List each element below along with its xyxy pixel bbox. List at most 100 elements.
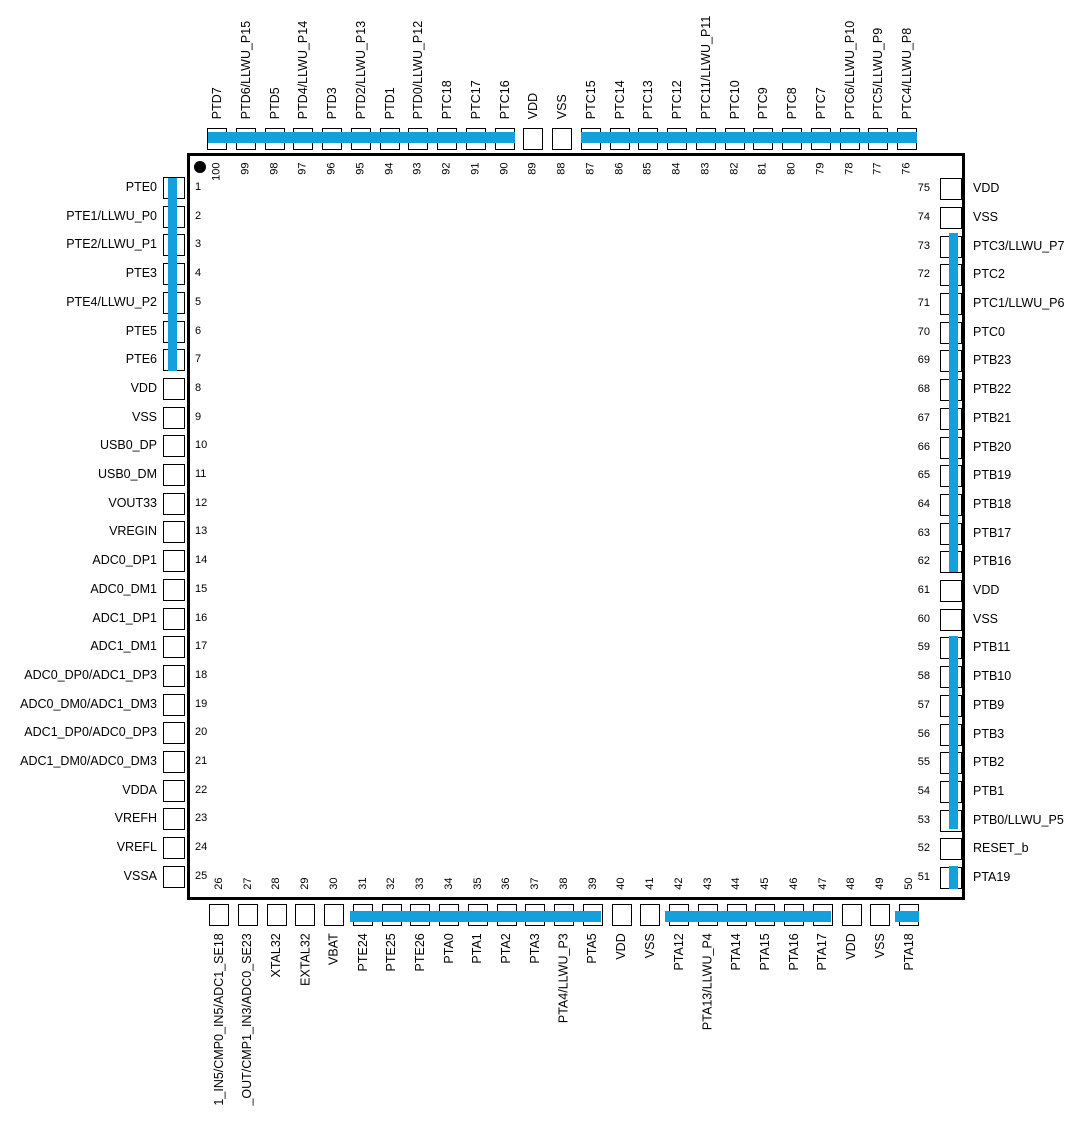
pin-number: 60 [917, 612, 930, 625]
pin-label: PTB18 [973, 496, 1012, 511]
pin-number: 37 [528, 877, 541, 890]
pin-label: ADC1_DP1 [92, 610, 157, 625]
pin-number: 64 [917, 497, 930, 510]
pin-pad[interactable] [163, 521, 185, 544]
pin-label: PTD1 [382, 87, 397, 120]
port-highlight-bar [949, 233, 958, 572]
pin-number: 77 [871, 162, 884, 175]
pin-label: PTC6/LLWU_P10 [842, 20, 857, 120]
pin-label: PTD7 [209, 87, 224, 120]
pin-pad[interactable] [163, 693, 185, 716]
pin-pad[interactable] [841, 904, 862, 926]
pin-label: PTE4/LLWU_P2 [66, 294, 157, 309]
pin-pad[interactable] [163, 722, 185, 745]
pin-pad[interactable] [163, 550, 185, 573]
pin-pad[interactable] [163, 636, 185, 659]
pin-label: PTB2 [973, 755, 1005, 770]
pin-label: VREFL [116, 840, 157, 855]
pin-label: PTC17 [468, 80, 483, 120]
pin-label: PTC14 [612, 80, 627, 120]
pin-pad[interactable] [163, 578, 185, 601]
pin-number: 36 [500, 877, 512, 890]
pin-label: PTD3 [324, 87, 339, 120]
pin-pad[interactable] [523, 128, 544, 150]
pin-pad[interactable] [163, 837, 185, 860]
pin-number: 52 [917, 842, 930, 855]
pin-pad[interactable] [940, 608, 962, 631]
pin-pad[interactable] [163, 377, 185, 400]
pin-pad[interactable] [552, 128, 572, 150]
pin-pad[interactable] [163, 779, 185, 802]
pin-number: 89 [526, 162, 539, 175]
pin-number: 18 [195, 668, 208, 681]
pin-label: VSSA [123, 868, 157, 883]
pin-label: PTA2 [499, 933, 514, 964]
pin-pad[interactable] [640, 904, 661, 926]
pin-number: 87 [584, 162, 597, 175]
pin-label: PTE3 [125, 266, 157, 281]
pin-number: 14 [195, 554, 208, 567]
pin-label: VSS [973, 611, 999, 626]
pin-label: PTC15 [583, 80, 598, 120]
pin-number: 16 [195, 611, 208, 624]
pin-number: 15 [195, 582, 208, 595]
pin-label: PTD6/LLWU_P15 [238, 20, 253, 120]
pin-number: 70 [917, 325, 930, 338]
pin-label: VDD [526, 92, 540, 120]
pin-number: 85 [641, 162, 654, 175]
pin-pad[interactable] [940, 580, 962, 602]
pin-pad[interactable] [295, 904, 316, 926]
pin-number: 71 [917, 297, 930, 309]
port-highlight-bar [350, 911, 601, 922]
pin-pad[interactable] [163, 492, 185, 515]
pin-number: 69 [917, 354, 930, 367]
pin-pad[interactable] [237, 904, 258, 926]
pin-pad[interactable] [163, 751, 185, 773]
pin-pad[interactable] [163, 865, 185, 888]
pin-number: 12 [195, 496, 208, 509]
pin-number: 17 [195, 640, 208, 653]
pin-label: USB0_DM [97, 467, 157, 481]
pin-pad[interactable] [266, 904, 287, 926]
pin-number: 39 [586, 877, 599, 890]
pin-number: 47 [816, 877, 829, 890]
pin-pad[interactable] [940, 838, 962, 861]
pin-label: PTA13/LLWU_P4 [700, 933, 715, 1031]
pin-label: VSS [554, 94, 569, 120]
pin-pad[interactable] [163, 607, 185, 630]
pin-label: PTE5 [125, 323, 157, 338]
pin-label: VDDA [122, 782, 157, 797]
pin-label: XTAL32 [269, 933, 284, 978]
pin-pad[interactable] [940, 206, 962, 229]
pin-pad[interactable] [163, 464, 185, 486]
pin-pad[interactable] [324, 904, 344, 926]
pin-pad[interactable] [163, 808, 185, 831]
pin-pad[interactable] [163, 435, 185, 458]
pin-label: PTB22 [973, 382, 1012, 397]
pin-number: 21 [195, 755, 208, 767]
pin-number: 29 [298, 877, 311, 890]
pin-pad[interactable] [163, 406, 185, 429]
pin-pad[interactable] [611, 904, 632, 926]
pin-number: 6 [195, 324, 202, 337]
pin-pad[interactable] [163, 664, 185, 687]
pin-number: 54 [917, 784, 930, 797]
pin-number: 9 [195, 410, 202, 423]
pin-number: 99 [239, 162, 252, 175]
pin-number: 59 [917, 641, 930, 654]
port-highlight-bar [949, 866, 958, 889]
pin-label: PTE1/LLWU_P0 [66, 208, 157, 223]
pin-pad[interactable] [870, 904, 891, 926]
pin-label: PTA1 [470, 933, 485, 964]
pin-number: 74 [917, 210, 930, 223]
pin-pad[interactable] [940, 178, 962, 201]
pin-label: PTE25 [384, 933, 399, 972]
pin-number: 23 [195, 812, 208, 825]
pin-number: 80 [785, 162, 798, 175]
pin-pad[interactable] [209, 904, 229, 926]
pin-label: PTA3 [528, 933, 542, 964]
pin-number: 62 [917, 555, 930, 568]
pin-number: 30 [327, 877, 340, 890]
pin-label: PTA4/LLWU_P3 [556, 933, 571, 1024]
pin-label: VOUT33 [108, 495, 157, 510]
